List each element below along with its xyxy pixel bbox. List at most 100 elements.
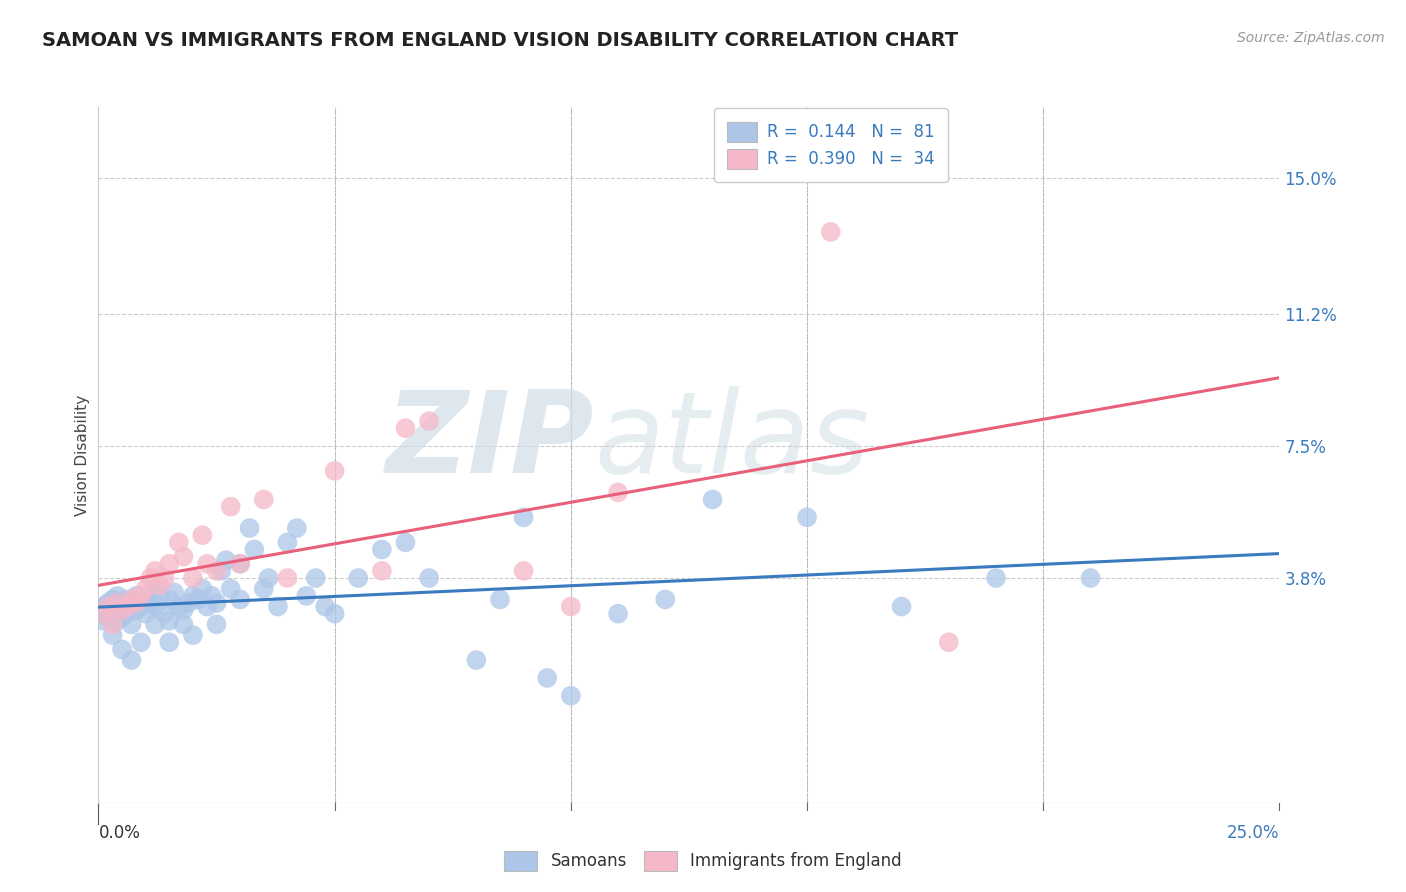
Point	[253, 582, 276, 596]
Point	[418, 414, 440, 428]
Point	[536, 671, 558, 685]
Point	[285, 521, 308, 535]
Point	[101, 607, 124, 621]
Point	[149, 589, 172, 603]
Point	[115, 592, 138, 607]
Point	[201, 589, 224, 603]
Y-axis label: Vision Disability: Vision Disability	[75, 394, 90, 516]
Point	[181, 571, 204, 585]
Point	[111, 642, 134, 657]
Point	[257, 571, 280, 585]
Point	[135, 607, 157, 621]
Point	[560, 689, 582, 703]
Point	[125, 603, 148, 617]
Point	[181, 589, 204, 603]
Legend: R =  0.144   N =  81, R =  0.390   N =  34: R = 0.144 N = 81, R = 0.390 N = 34	[713, 109, 948, 183]
Point	[418, 571, 440, 585]
Text: 0.0%: 0.0%	[98, 824, 141, 842]
Point	[157, 635, 180, 649]
Point	[229, 592, 252, 607]
Point	[105, 596, 128, 610]
Point	[101, 617, 124, 632]
Point	[295, 589, 318, 603]
Point	[512, 510, 534, 524]
Point	[394, 421, 416, 435]
Point	[91, 607, 114, 621]
Point	[276, 571, 298, 585]
Point	[97, 596, 120, 610]
Point	[191, 528, 214, 542]
Point	[229, 557, 252, 571]
Point	[267, 599, 290, 614]
Point	[153, 571, 176, 585]
Point	[465, 653, 488, 667]
Point	[101, 628, 124, 642]
Point	[157, 557, 180, 571]
Point	[111, 603, 134, 617]
Point	[489, 592, 512, 607]
Point	[938, 635, 960, 649]
Point	[394, 535, 416, 549]
Point	[314, 599, 336, 614]
Point	[172, 603, 194, 617]
Point	[153, 607, 176, 621]
Point	[97, 610, 120, 624]
Point	[167, 535, 190, 549]
Point	[125, 589, 148, 603]
Point	[135, 582, 157, 596]
Point	[143, 564, 166, 578]
Point	[135, 592, 157, 607]
Text: ZIP: ZIP	[387, 385, 595, 497]
Point	[187, 592, 209, 607]
Point	[181, 628, 204, 642]
Point	[167, 599, 190, 614]
Point	[172, 617, 194, 632]
Point	[105, 614, 128, 628]
Point	[143, 582, 166, 596]
Point	[101, 592, 124, 607]
Point	[172, 549, 194, 564]
Point	[195, 557, 218, 571]
Point	[323, 607, 346, 621]
Point	[607, 485, 630, 500]
Point	[219, 500, 242, 514]
Point	[143, 617, 166, 632]
Point	[105, 589, 128, 603]
Text: atlas: atlas	[595, 385, 869, 497]
Point	[205, 617, 228, 632]
Point	[702, 492, 724, 507]
Point	[276, 535, 298, 549]
Point	[111, 603, 134, 617]
Point	[205, 564, 228, 578]
Point	[157, 592, 180, 607]
Point	[139, 596, 162, 610]
Point	[177, 596, 200, 610]
Point	[253, 492, 276, 507]
Point	[143, 599, 166, 614]
Point	[139, 571, 162, 585]
Point	[101, 599, 124, 614]
Point	[560, 599, 582, 614]
Point	[157, 614, 180, 628]
Point	[91, 607, 114, 621]
Point	[97, 599, 120, 614]
Point	[121, 596, 143, 610]
Point	[796, 510, 818, 524]
Point	[654, 592, 676, 607]
Point	[121, 592, 143, 607]
Point	[512, 564, 534, 578]
Point	[209, 564, 232, 578]
Point	[115, 607, 138, 621]
Point	[1080, 571, 1102, 585]
Point	[243, 542, 266, 557]
Point	[125, 596, 148, 610]
Point	[163, 585, 186, 599]
Point	[820, 225, 842, 239]
Point	[323, 464, 346, 478]
Point	[191, 582, 214, 596]
Point	[890, 599, 912, 614]
Point	[111, 596, 134, 610]
Point	[195, 599, 218, 614]
Point	[111, 610, 134, 624]
Text: Source: ZipAtlas.com: Source: ZipAtlas.com	[1237, 31, 1385, 45]
